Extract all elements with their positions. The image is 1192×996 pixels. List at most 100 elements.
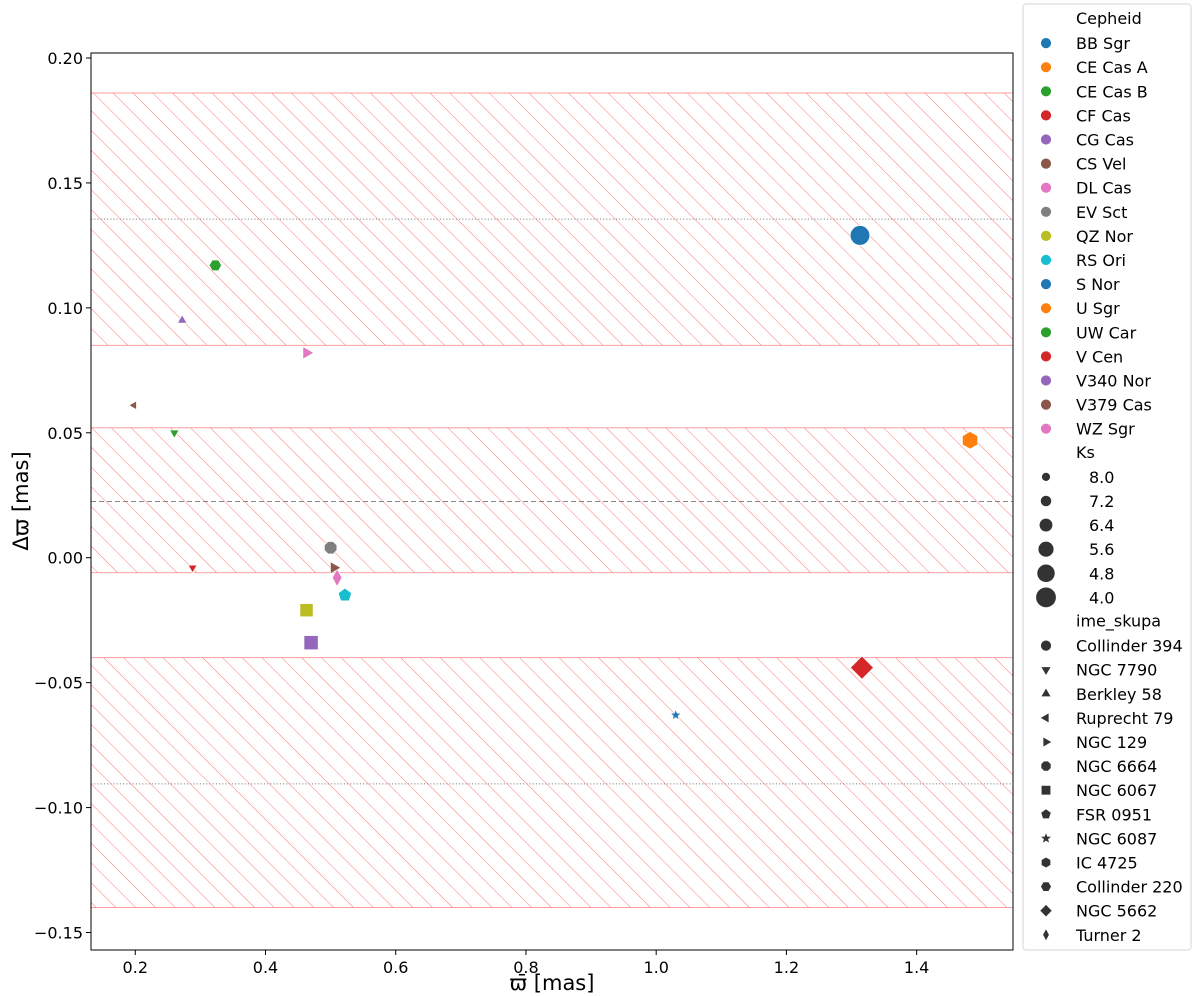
hatched-band-3 bbox=[91, 657, 1013, 908]
legend-marker-collinder-394 bbox=[1040, 639, 1052, 652]
legend-marker-ngc-6067 bbox=[1040, 784, 1052, 796]
legend-marker-berkley-58 bbox=[1040, 686, 1052, 698]
x-tick-label: 0.6 bbox=[383, 958, 408, 977]
hatched-bands bbox=[91, 92, 1013, 908]
legend-size-label: 7.2 bbox=[1089, 492, 1114, 511]
legend-label-ngc-5662: NGC 5662 bbox=[1076, 902, 1157, 921]
legend-label-ruprecht-79: Ruprecht 79 bbox=[1076, 709, 1173, 728]
legend-size-label: 8.0 bbox=[1089, 468, 1114, 487]
legend-label-qz-nor: QZ Nor bbox=[1076, 227, 1133, 246]
legend-swatch-wz-sgr bbox=[1040, 422, 1052, 435]
legend-label-rs-ori: RS Ori bbox=[1076, 251, 1126, 270]
legend-size-5-6 bbox=[1037, 540, 1055, 558]
legend-swatch-u-sgr bbox=[1040, 302, 1052, 315]
y-tick-label: −0.15 bbox=[34, 924, 83, 943]
legend-label-u-sgr: U Sgr bbox=[1076, 299, 1120, 318]
y-tick-label: 0.05 bbox=[47, 424, 83, 443]
x-tick-label: 1.0 bbox=[643, 958, 668, 977]
legend-label-s-nor: S Nor bbox=[1076, 275, 1120, 294]
legend-size-6-4 bbox=[1038, 517, 1054, 533]
y-tick-label: 0.15 bbox=[47, 174, 83, 193]
plot-area bbox=[90, 52, 1014, 951]
legend-label-bb-sgr: BB Sgr bbox=[1076, 34, 1130, 53]
legend-swatch-ev-sct bbox=[1040, 205, 1052, 218]
legend-label-v379-cas: V379 Cas bbox=[1076, 396, 1152, 415]
point-uw-car bbox=[208, 259, 223, 272]
x-tick-label: 1.2 bbox=[774, 958, 799, 977]
legend-marker-ngc-7790 bbox=[1040, 666, 1052, 677]
point-ce-cas-b bbox=[168, 429, 180, 440]
legend-swatch-cs-vel bbox=[1040, 157, 1052, 170]
point-dl-cas bbox=[302, 345, 315, 360]
y-tick-label: 0.10 bbox=[47, 299, 83, 318]
legend-size-4-8 bbox=[1036, 563, 1056, 583]
legend-size-4-0 bbox=[1035, 586, 1057, 609]
reference-lines bbox=[91, 218, 1013, 785]
legend-marker-turner-2 bbox=[1042, 927, 1050, 942]
legend-swatch-s-nor bbox=[1040, 278, 1052, 291]
legend-label-dl-cas: DL Cas bbox=[1076, 179, 1132, 198]
legend-label-collinder-394: Collinder 394 bbox=[1076, 637, 1183, 656]
legend-marker-collinder-220 bbox=[1040, 881, 1052, 892]
point-v-cen bbox=[849, 655, 875, 680]
legend-marker-ngc-6087 bbox=[1038, 830, 1054, 845]
legend-title-cluster: ime_skupa bbox=[1076, 612, 1161, 632]
legend-label-ngc-6664: NGC 6664 bbox=[1076, 757, 1157, 776]
legend-label-fsr-0951: FSR 0951 bbox=[1076, 805, 1152, 824]
y-axis: −0.15 −0.10 −0.05 0.00 0.05 0.10 0.15 0.20 bbox=[34, 49, 91, 943]
legend-marker-fsr-0951 bbox=[1040, 808, 1052, 820]
legend-size-label: 5.6 bbox=[1089, 540, 1114, 559]
point-s-nor bbox=[668, 707, 683, 721]
point-v340-nor bbox=[303, 635, 319, 651]
legend-swatch-v379-cas bbox=[1040, 398, 1052, 411]
point-cf-cas bbox=[187, 564, 198, 574]
point-cs-vel bbox=[128, 400, 137, 411]
point-wz-sgr bbox=[331, 567, 343, 588]
legend-label-cf-cas: CF Cas bbox=[1076, 106, 1131, 125]
legend-title-ks: Ks bbox=[1076, 443, 1095, 462]
legend: Cepheid BB Sgr CE Cas A CE Cas B CF Cas CG Ca… bbox=[1022, 3, 1192, 951]
legend-size-label: 6.4 bbox=[1089, 516, 1114, 535]
legend-swatch-v340-nor bbox=[1040, 374, 1052, 387]
y-axis-label: Δϖ [mas] bbox=[9, 451, 33, 550]
legend-label-collinder-220: Collinder 220 bbox=[1076, 878, 1183, 897]
legend-marker-ngc-5662 bbox=[1039, 903, 1053, 918]
point-u-sgr bbox=[961, 430, 979, 450]
legend-title-cepheid: Cepheid bbox=[1076, 9, 1142, 28]
legend-marker-ngc-6664 bbox=[1040, 760, 1052, 772]
legend-label-ce-cas-b: CE Cas B bbox=[1076, 82, 1148, 101]
legend-swatch-cf-cas bbox=[1040, 109, 1052, 122]
legend-label-ev-sct: EV Sct bbox=[1076, 203, 1127, 222]
legend-swatch-v-cen bbox=[1040, 350, 1052, 363]
legend-label-ngc-6087: NGC 6087 bbox=[1076, 829, 1157, 848]
legend-label-ic-4725: IC 4725 bbox=[1076, 854, 1138, 873]
legend-label-ngc-7790: NGC 7790 bbox=[1076, 661, 1157, 680]
point-cg-cas bbox=[176, 313, 188, 324]
legend-label-ngc-129: NGC 129 bbox=[1076, 733, 1147, 752]
point-bb-sgr bbox=[849, 225, 871, 246]
legend-marker-ruprecht-79 bbox=[1039, 711, 1050, 724]
legend-swatch-qz-nor bbox=[1040, 229, 1052, 242]
legend-label-wz-sgr: WZ Sgr bbox=[1076, 420, 1135, 439]
legend-swatch-rs-ori bbox=[1040, 254, 1052, 266]
legend-label-uw-car: UW Car bbox=[1076, 323, 1137, 342]
data-points bbox=[128, 225, 979, 721]
y-tick-label: 0.20 bbox=[47, 49, 83, 68]
y-tick-label: 0.00 bbox=[47, 549, 83, 568]
point-ev-sct bbox=[323, 541, 338, 555]
x-tick-label: 0.8 bbox=[513, 958, 538, 977]
x-axis: 0.2 0.4 0.6 0.8 1.0 1.2 1.4 bbox=[123, 950, 929, 977]
legend-label-cg-cas: CG Cas bbox=[1076, 131, 1134, 150]
legend-box bbox=[1022, 3, 1192, 951]
point-rs-ori bbox=[337, 587, 353, 602]
point-qz-nor bbox=[299, 603, 314, 618]
x-tick-label: 1.4 bbox=[904, 958, 929, 977]
legend-label-v-cen: V Cen bbox=[1076, 347, 1123, 366]
legend-size-label: 4.8 bbox=[1089, 564, 1114, 583]
hatched-band-2 bbox=[91, 427, 1013, 574]
x-axis-label: ϖ̄ [mas] bbox=[510, 971, 595, 995]
legend-label-ce-cas-a: CE Cas A bbox=[1076, 58, 1148, 77]
legend-swatch-ce-cas-b bbox=[1040, 85, 1052, 98]
point-v379-cas bbox=[329, 560, 342, 575]
